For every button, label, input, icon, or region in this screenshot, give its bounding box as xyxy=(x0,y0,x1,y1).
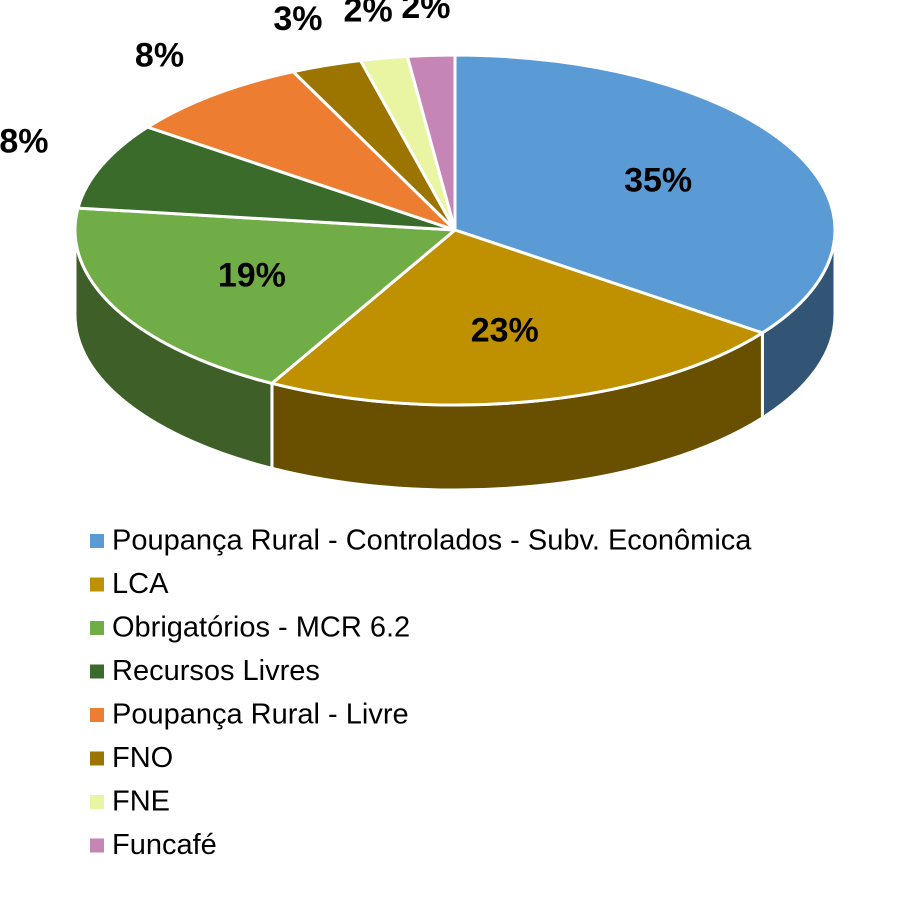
legend-swatch xyxy=(90,708,104,722)
slice xyxy=(146,70,457,232)
legend-swatch xyxy=(90,751,104,766)
legend-swatch xyxy=(90,621,104,635)
slice xyxy=(73,206,457,385)
data-label: 8% xyxy=(0,122,49,160)
slice xyxy=(453,53,837,335)
legend-label: Recursos Livres xyxy=(112,655,320,687)
legend-label: Obrigatórios - MCR 6.2 xyxy=(112,612,410,644)
legend-swatch xyxy=(90,577,104,592)
data-label: 3% xyxy=(273,0,322,38)
slice xyxy=(405,53,457,232)
data-label: 35% xyxy=(624,161,692,199)
data-label: 23% xyxy=(471,311,539,349)
legend-swatch xyxy=(90,534,104,548)
legend-label: LCA xyxy=(112,568,169,600)
legend-swatch xyxy=(90,664,104,679)
data-label: 8% xyxy=(135,36,184,74)
slice xyxy=(76,125,457,232)
legend-label: Poupança Rural - Controlados - Subv. Eco… xyxy=(112,525,752,557)
legend-label: Poupança Rural - Livre xyxy=(112,699,409,731)
data-label: 19% xyxy=(218,257,286,295)
slice xyxy=(270,228,764,407)
legend-label: FNE xyxy=(112,786,170,818)
data-label: 2% xyxy=(401,0,450,26)
data-label: 2% xyxy=(344,0,393,29)
legend-label: FNO xyxy=(112,742,173,774)
legend-swatch xyxy=(90,838,104,853)
legend-swatch xyxy=(90,795,104,809)
legend-label: Funcafé xyxy=(112,829,217,861)
